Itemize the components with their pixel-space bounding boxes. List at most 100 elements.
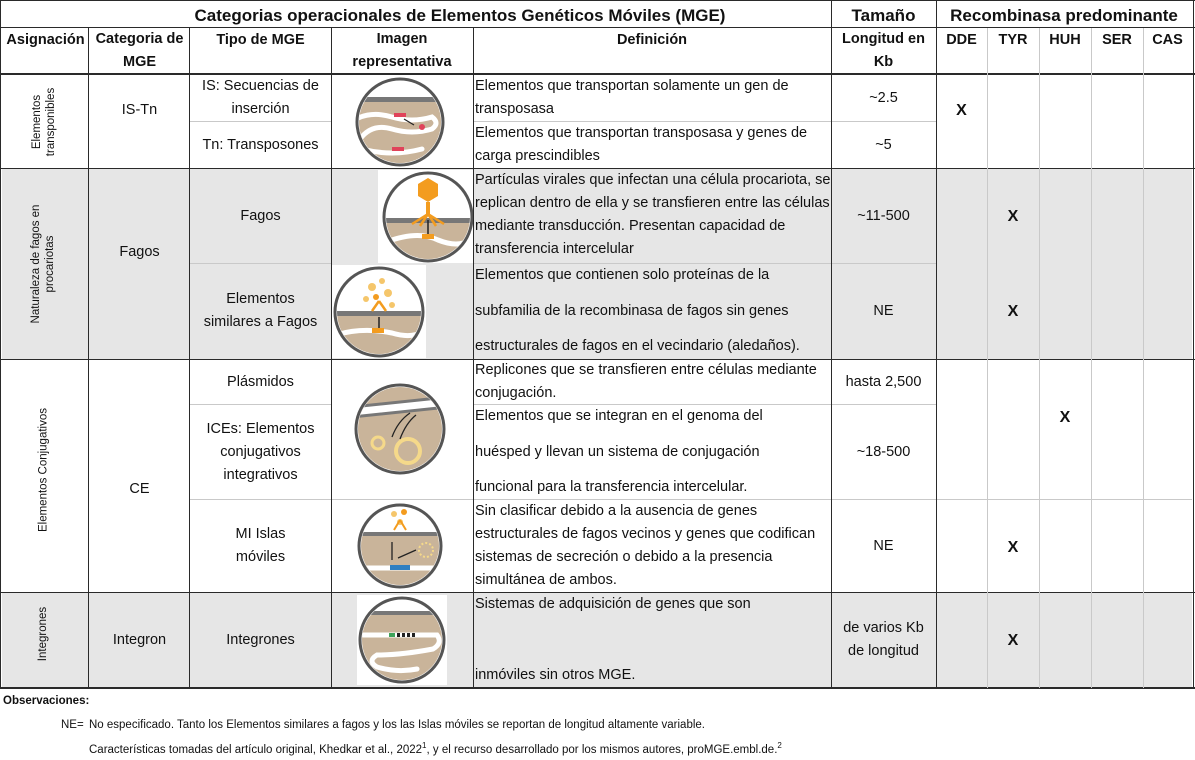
ne-key: NE= [61, 719, 84, 731]
cat-integron: Integron [112, 631, 167, 648]
tipo-similares-fagos: Elementos similares a Fagos [203, 291, 318, 330]
def-plasmidos: Replicones que se transfieren entre célu… [475, 362, 817, 401]
tipo-integrones-label: Integrones [226, 631, 295, 648]
len-fagos: ~11-500 [857, 207, 910, 224]
grid-r-is2 [473, 121, 936, 122]
grid-g1-bottom [0, 168, 1195, 169]
grid-r-plasm [190, 404, 331, 405]
col-longitud: Longitud en Kb [842, 31, 925, 70]
def-integrones-line-2: inmóviles sin otros MGE. [475, 667, 636, 683]
asig-conjugativos: Elementos Conjugativos [37, 408, 50, 533]
cat-is-tn: IS-Tn [121, 101, 158, 118]
grid-v9 [1091, 28, 1092, 688]
band-fagos-asig [2, 169, 89, 359]
col-cas: CAS [1152, 31, 1183, 48]
def-mi: Sin clasificar debido a la ausencia de g… [475, 503, 816, 588]
tipo-integrones: Integrones [190, 593, 331, 687]
grid-top [0, 0, 1195, 1]
phage-like-icon [332, 265, 426, 358]
integron-icon [357, 595, 447, 685]
def-ices-line-3: funcional para la transferencia intercel… [475, 479, 748, 495]
def-similares-line-3: estructurales de fagos en el vecindario … [475, 338, 800, 354]
grid-g2-bottom [0, 359, 1195, 360]
def-similares-line-2: subfamilia de la recombinasa de fagos si… [475, 302, 789, 319]
len-plasmidos: hasta 2,500 [845, 373, 922, 390]
source-sup-1: 1 [422, 741, 427, 750]
source-sup-2: 2 [777, 741, 782, 750]
cat-ce: CE [129, 480, 150, 497]
grid-v0 [0, 0, 1, 689]
len-tn: ~5 [875, 136, 892, 153]
mark-dde-istn: X [956, 101, 967, 119]
col-tyr: TYR [998, 31, 1028, 48]
col-tipo: Tipo de MGE [216, 31, 305, 48]
cat-fagos: Fagos [119, 243, 160, 260]
grid-r-ices [190, 499, 1192, 500]
grid-v3 [331, 28, 332, 688]
def-similares-fagos: Elementos que contienen solo proteínas d… [475, 264, 829, 358]
grid-title-bottom [0, 27, 1195, 28]
grid-v7 [987, 28, 988, 688]
tipo-ices: ICEs: Elementos conjugativos integrativo… [206, 420, 315, 483]
def-fagos: Partículas virales que infectan una célu… [475, 172, 831, 257]
table-title: Categorias operacionales de Elementos Ge… [194, 5, 726, 25]
mark-huh-ce: X [1059, 408, 1071, 426]
mark-tyr-similares: X [1007, 302, 1019, 320]
grid-header-bottom [0, 73, 1195, 75]
grid-v8 [1039, 28, 1040, 688]
observations-label: Observaciones: [3, 695, 90, 707]
mobile-island-icon [354, 502, 446, 590]
col-dde: DDE [946, 31, 977, 48]
band-integron-asig [2, 593, 89, 687]
def-is: Elementos que transportan solamente un g… [475, 78, 789, 117]
def-ices: Elementos que se integran en el genoma d… [475, 405, 829, 499]
tipo-fagos: Fagos [240, 207, 281, 224]
len-similares-fagos: NE [873, 302, 894, 319]
transposon-icon [352, 77, 448, 167]
grid-r-fagos2 [473, 263, 936, 264]
grid-v1 [88, 28, 89, 688]
grid-v2 [189, 28, 190, 688]
recombinase-header: Recombinasa predominante [950, 5, 1178, 25]
grid-v5 [831, 0, 832, 688]
grid-v10 [1143, 28, 1144, 688]
len-mi: NE [873, 537, 894, 554]
size-header: Tamaño [851, 5, 916, 25]
source-text-2: , y el recurso desarrollado por los mism… [426, 743, 778, 756]
col-categoria: Categoria de MGE [95, 31, 184, 70]
grid-r-is [190, 121, 331, 122]
tipo-mi: MI Islas móviles [235, 526, 286, 565]
grid-v4 [473, 28, 474, 688]
col-definicion: Definición [616, 31, 688, 48]
def-ices-line-1: Elementos que se integran en el genoma d… [475, 408, 763, 424]
band-integron [89, 593, 1192, 687]
grid-r-plasm2 [473, 404, 936, 405]
source-text: Características tomadas del artículo ori… [89, 743, 423, 756]
mark-tyr-mi: X [1007, 538, 1019, 556]
asig-transponibles: Elementos transponibles [31, 87, 57, 157]
mark-tyr-integron: X [1007, 631, 1019, 649]
col-huh: HUH [1049, 31, 1081, 48]
len-is: ~2.5 [869, 89, 898, 106]
phage-icon [378, 170, 474, 263]
grid-r-fagos [190, 263, 331, 264]
grid-v6 [936, 0, 937, 688]
grid-v11 [1193, 0, 1194, 689]
grid-g3-bottom [0, 592, 1195, 593]
grid-bottom [0, 687, 1195, 689]
tipo-is: IS: Secuencias de inserción [202, 78, 319, 117]
asig-fagos: Naturaleza de fagos en procariotas [30, 204, 56, 324]
col-imagen: Imagen representativa [352, 31, 452, 70]
def-integrones-line-1: Sistemas de adquisición de genes que son [475, 596, 751, 612]
col-ser: SER [1102, 31, 1132, 48]
len-ices: ~18-500 [856, 443, 911, 460]
def-tn: Elementos que transportan transposasa y … [475, 125, 808, 164]
ne-text: No especificado. Tanto los Elementos sim… [89, 719, 705, 731]
conjugation-icon [352, 383, 448, 475]
len-integrones: de varios Kb de longitud [843, 620, 924, 659]
tipo-plasmidos: Plásmidos [227, 373, 294, 390]
def-integrones: Sistemas de adquisición de genes que son… [475, 593, 829, 687]
col-asignacion: Asignación [6, 31, 85, 48]
mark-tyr-fagos: X [1007, 207, 1019, 225]
def-similares-line-1: Elementos que contienen solo proteínas d… [475, 267, 770, 283]
